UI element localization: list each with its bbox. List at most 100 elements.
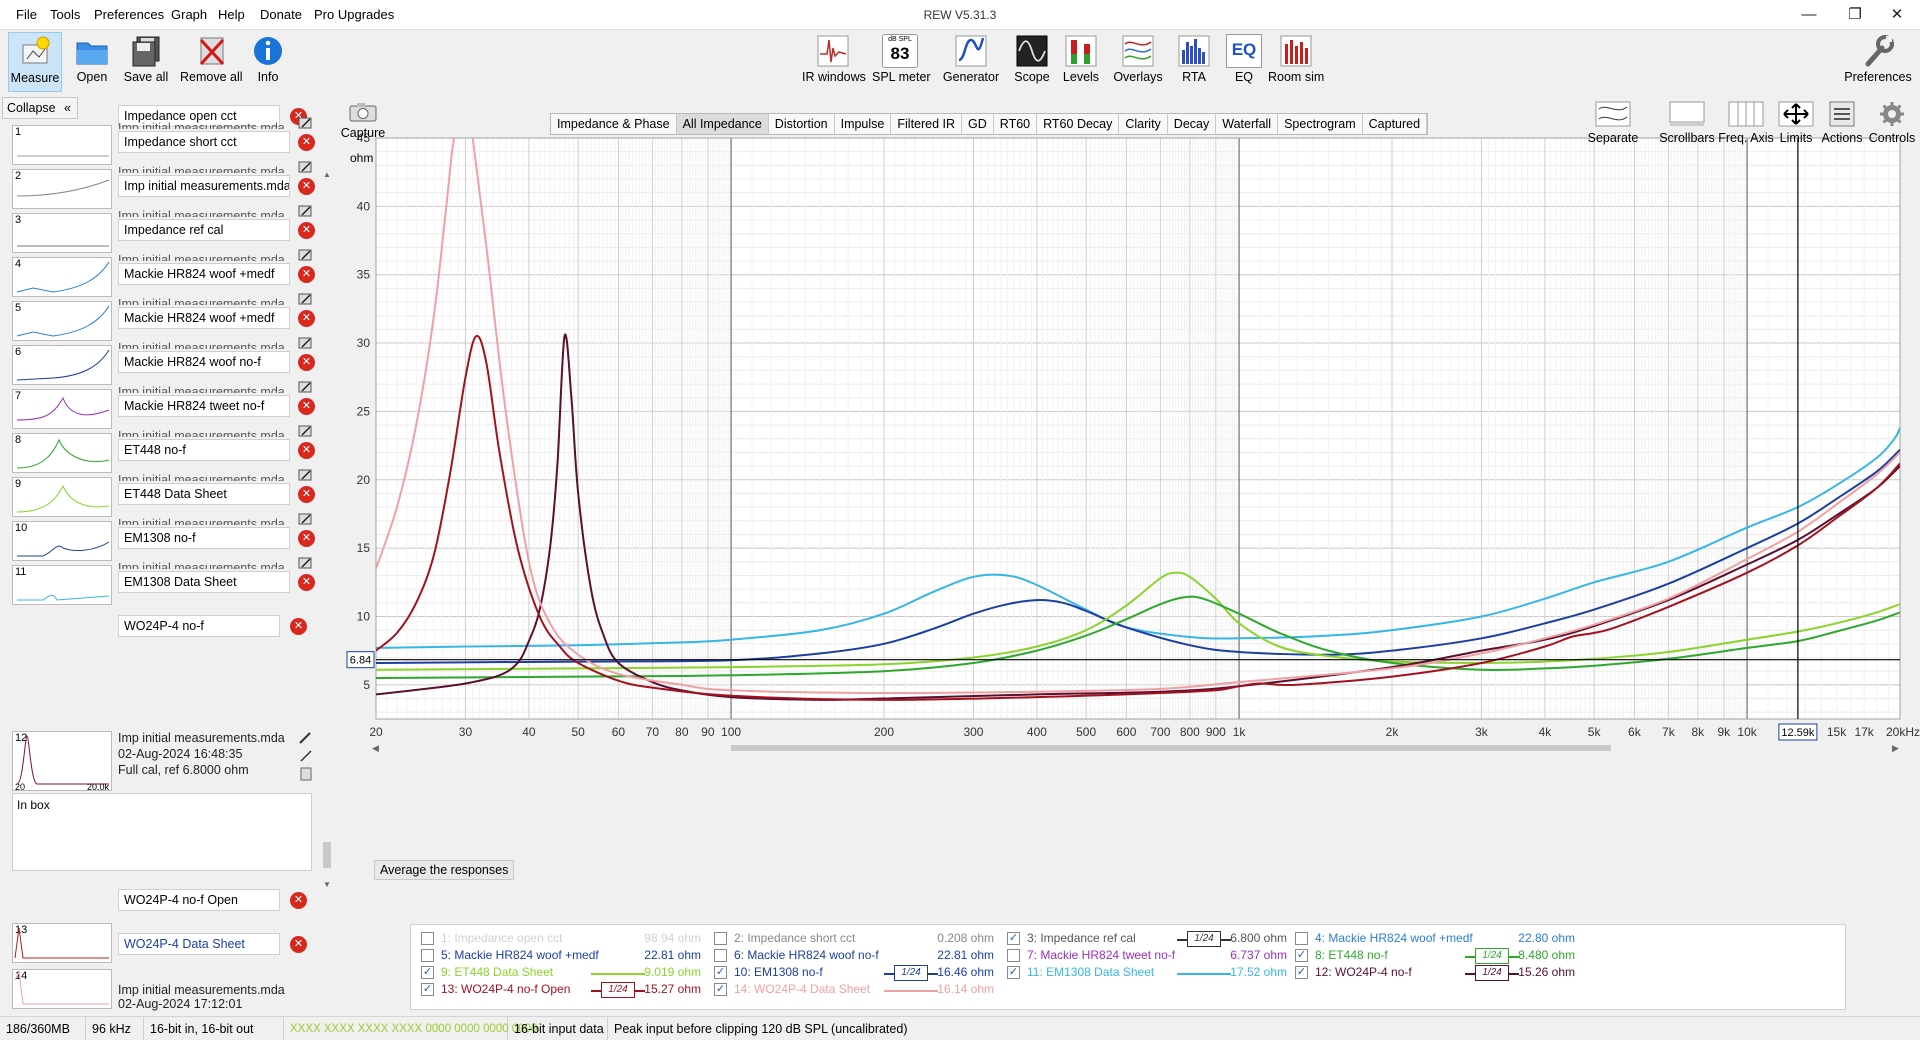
measurement-item[interactable]: 5 Imp initial measurements.mda Mackie HR82… <box>8 293 318 343</box>
actions-button[interactable]: Actions <box>1818 101 1866 145</box>
tab-captured[interactable]: Captured <box>1363 114 1428 134</box>
legend-item[interactable]: 6: Mackie HR824 woof no-f 22.81 ohm <box>714 946 999 966</box>
measurement-item[interactable]: 9 Imp initial measurements.mda ET448 Data … <box>8 469 318 519</box>
levels-button[interactable]: Levels <box>1060 32 1102 92</box>
edit-icon[interactable] <box>298 116 314 130</box>
remove-measurement-icon[interactable]: ✕ <box>298 222 315 239</box>
tab-gd[interactable]: GD <box>962 114 994 134</box>
series-line-2[interactable] <box>376 448 1900 664</box>
series-line-7[interactable] <box>376 97 1900 695</box>
measurement-name-field[interactable]: Imp initial measurements.mda <box>118 175 290 197</box>
edit-icon[interactable] <box>298 380 314 394</box>
checkbox-checked[interactable]: ✓ <box>714 983 727 996</box>
measurement-name-field[interactable]: Mackie HR824 woof no-f <box>118 351 290 373</box>
checkbox-unchecked[interactable] <box>421 932 434 945</box>
tab-all-impedance[interactable]: All Impedance <box>676 114 769 134</box>
remove-measurement-icon[interactable]: ✕ <box>290 936 307 953</box>
collapse-button[interactable]: Collapse « <box>2 97 78 119</box>
measurement-name-field[interactable]: Mackie HR824 tweet no-f <box>118 395 290 417</box>
save-all-button[interactable]: Save all <box>122 32 170 92</box>
edit-icon[interactable] <box>298 468 314 482</box>
measurement-name-field[interactable]: WO24P-4 no-f <box>118 615 280 637</box>
checkbox-checked[interactable]: ✓ <box>1295 949 1308 962</box>
menu-file[interactable]: File <box>16 7 37 22</box>
checkbox-unchecked[interactable] <box>1007 949 1020 962</box>
scroll-up-icon[interactable]: ▲ <box>323 170 331 179</box>
measurement-item[interactable]: 11 Imp initial measurements.mda EM1308 Dat… <box>8 557 318 607</box>
measurement-name-field[interactable]: Impedance ref cal <box>118 219 290 241</box>
scrollbar-thumb[interactable] <box>323 842 331 868</box>
legend-item[interactable]: 4: Mackie HR824 woof +medf 22.80 ohm <box>1295 929 1580 949</box>
measurement-item-selected[interactable]: 12 20 20.0k Imp initial measurements.mda… <box>8 727 318 871</box>
remove-measurement-icon[interactable]: ✕ <box>298 530 315 547</box>
menu-help[interactable]: Help <box>218 7 245 22</box>
pen-icon[interactable] <box>298 749 314 763</box>
measure-button[interactable]: Measure <box>8 32 62 92</box>
room-sim-button[interactable]: Room sim <box>1268 32 1324 92</box>
legend-item[interactable]: ✓ 14: WO24P-4 Data Sheet 16.14 ohm <box>714 980 999 1000</box>
checkbox-checked[interactable]: ✓ <box>714 966 727 979</box>
edit-icon[interactable] <box>298 204 314 218</box>
checkbox-checked[interactable]: ✓ <box>421 983 434 996</box>
legend-item[interactable]: ✓ 12: WO24P-4 no-f 1/24 15.26 ohm <box>1295 963 1580 983</box>
edit-icon[interactable] <box>298 731 314 745</box>
measurement-name-field[interactable]: ET448 no-f <box>118 439 290 461</box>
impedance-chart[interactable]: 5 10 15 20 25 30 35 40 45 20 30 40 50 60 70 80 90 100 200 3… <box>332 93 1920 1013</box>
smoothing-badge[interactable]: 1/24 <box>601 982 635 998</box>
smoothing-badge[interactable]: 1/24 <box>1475 965 1509 981</box>
remove-measurement-icon[interactable]: ✕ <box>298 266 315 283</box>
measurement-item[interactable]: 8 Imp initial measurements.mda ET448 no-f ✕ <box>8 425 318 475</box>
menu-donate[interactable]: Donate <box>260 7 302 22</box>
close-window-button[interactable]: ✕ <box>1890 6 1904 23</box>
measurement-item[interactable]: 4 Imp initial measurements.mda Mackie HR82… <box>8 249 318 299</box>
edit-icon[interactable] <box>298 424 314 438</box>
tab-waterfall[interactable]: Waterfall <box>1216 114 1279 134</box>
remove-measurement-icon[interactable]: ✕ <box>298 134 315 151</box>
remove-measurement-icon[interactable]: ✕ <box>298 310 315 327</box>
edit-icon[interactable] <box>298 336 314 350</box>
smoothing-badge[interactable]: 1/24 <box>1475 948 1509 964</box>
remove-measurement-icon[interactable]: ✕ <box>298 486 315 503</box>
legend-item[interactable]: 5: Mackie HR824 woof +medf 22.81 ohm <box>421 946 706 966</box>
remove-measurement-icon[interactable]: ✕ <box>298 574 315 591</box>
checkbox-checked[interactable]: ✓ <box>1007 932 1020 945</box>
edit-icon[interactable] <box>298 556 314 570</box>
legend-item[interactable]: ✓ 11: EM1308 Data Sheet 17.52 ohm <box>1007 963 1292 983</box>
tab-rt60[interactable]: RT60 <box>994 114 1038 134</box>
checkbox-checked[interactable]: ✓ <box>421 966 434 979</box>
controls-button[interactable]: Controls <box>1866 101 1918 145</box>
legend-item[interactable]: 1: Impedance open cct 98.94 ohm <box>421 929 706 949</box>
checkbox-unchecked[interactable] <box>714 949 727 962</box>
remove-measurement-icon[interactable]: ✕ <box>298 442 315 459</box>
rta-button[interactable]: RTA <box>1174 32 1214 92</box>
open-button[interactable]: Open <box>70 32 114 92</box>
measurement-item[interactable]: 10 Imp initial measurements.mda EM1308 no-… <box>8 513 318 563</box>
series-line-3[interactable] <box>376 571 1900 671</box>
notes-icon[interactable] <box>298 767 314 781</box>
tab-decay[interactable]: Decay <box>1168 114 1217 134</box>
ir-windows-button[interactable]: IR windows <box>802 32 866 92</box>
checkbox-unchecked[interactable] <box>1295 932 1308 945</box>
minimize-button[interactable]: — <box>1801 6 1817 23</box>
restore-button[interactable]: ❐ <box>1848 6 1862 23</box>
legend-item[interactable]: ✓ 13: WO24P-4 no-f Open 1/24 15.27 ohm <box>421 980 706 1000</box>
legend-item[interactable]: ✓ 3: Impedance ref cal 1/24 6.800 ohm <box>1007 929 1292 949</box>
eq-button[interactable]: EQ EQ <box>1224 32 1264 92</box>
menu-preferences[interactable]: Preferences <box>94 7 165 22</box>
panel-scrollbar[interactable]: ▲ ▼ <box>322 170 332 890</box>
edit-icon[interactable] <box>298 512 314 526</box>
measurement-name-field[interactable]: Mackie HR824 woof +medf <box>118 307 290 329</box>
average-responses-button[interactable]: Average the responses <box>374 860 515 880</box>
measurement-name-field[interactable]: WO24P-4 no-f Open <box>118 889 280 911</box>
edit-icon[interactable] <box>298 248 314 262</box>
measurement-thumbnail[interactable]: 14 <box>12 969 112 1009</box>
measurement-item[interactable]: 7 Imp initial measurements.mda Mackie HR82… <box>8 381 318 431</box>
remove-measurement-icon[interactable]: ✕ <box>290 892 307 909</box>
measurement-name-field[interactable]: Mackie HR824 woof +medf <box>118 263 290 285</box>
tab-filtered-ir[interactable]: Filtered IR <box>891 114 963 134</box>
overlays-button[interactable]: Overlays <box>1110 32 1166 92</box>
measurement-item[interactable]: 6 Imp initial measurements.mda Mackie HR82… <box>8 337 318 387</box>
tab-impedance-phase[interactable]: Impedance & Phase <box>551 114 677 134</box>
freq-axis-button[interactable]: Freq. Axis <box>1718 101 1774 145</box>
series-line-1[interactable] <box>376 427 1900 649</box>
